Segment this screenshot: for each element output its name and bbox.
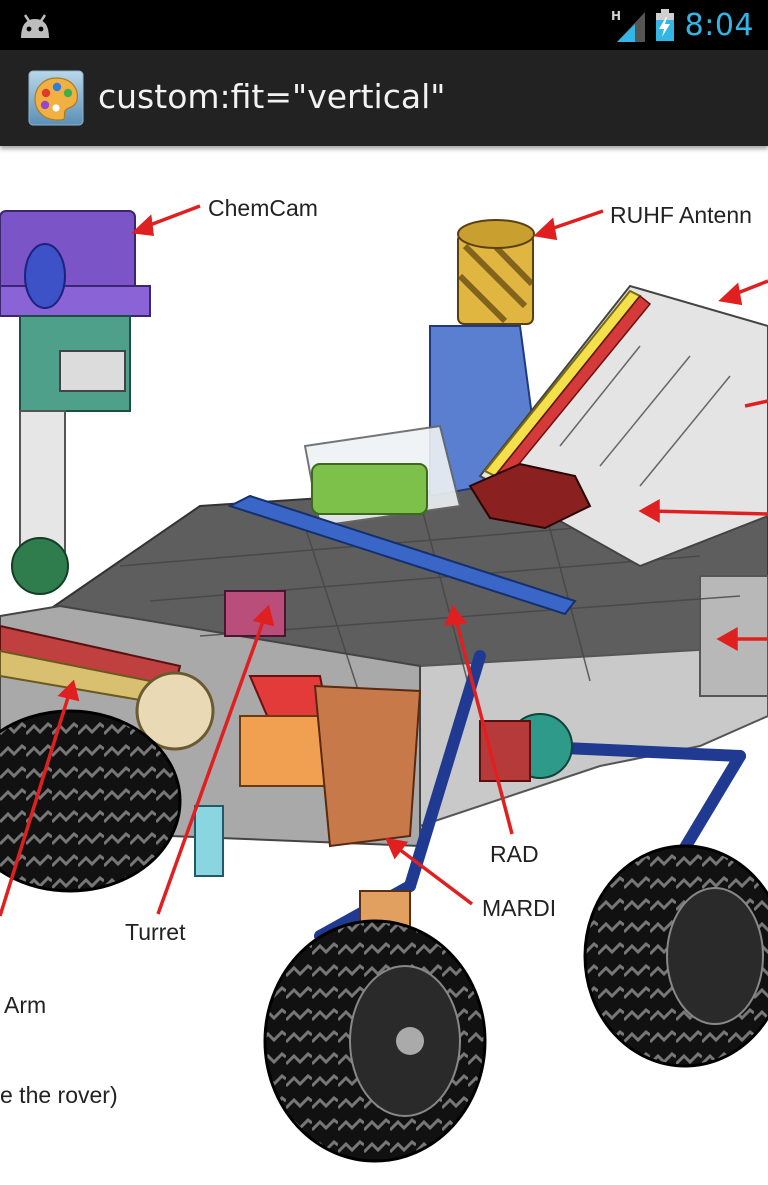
label-arm: Arm [4, 992, 47, 1018]
rear-left-wheel [0, 709, 182, 893]
battery-charging-icon [655, 9, 674, 41]
middle-wheel [583, 844, 768, 1068]
action-bar-title: custom:fit="vertical" [98, 77, 446, 116]
notification-area [16, 10, 54, 44]
rover-diagram-image [0, 204, 768, 1163]
signal-icon: H [611, 9, 645, 42]
front-left-wheel [263, 919, 487, 1163]
svg-text:H: H [611, 9, 621, 23]
label-mardi: MARDI [482, 895, 557, 921]
label-ruhf-antenna: RUHF Antenn [610, 202, 752, 228]
label-chemcam: ChemCam [208, 195, 318, 221]
label-rad: RAD [490, 841, 539, 867]
palette-app-icon[interactable] [28, 70, 84, 126]
label-rover-caption: e the rover) [0, 1082, 118, 1108]
system-icons: H 8:04 [611, 6, 754, 44]
android-icon [21, 14, 49, 38]
label-turret: Turret [125, 919, 186, 945]
action-bar: custom:fit="vertical" [0, 50, 768, 146]
image-view[interactable]: ChemCam RUHF Antenn RAD MARDI Turret Arm… [0, 146, 768, 1185]
status-bar: H 8:04 [0, 0, 768, 50]
status-clock: 8:04 [684, 7, 754, 43]
